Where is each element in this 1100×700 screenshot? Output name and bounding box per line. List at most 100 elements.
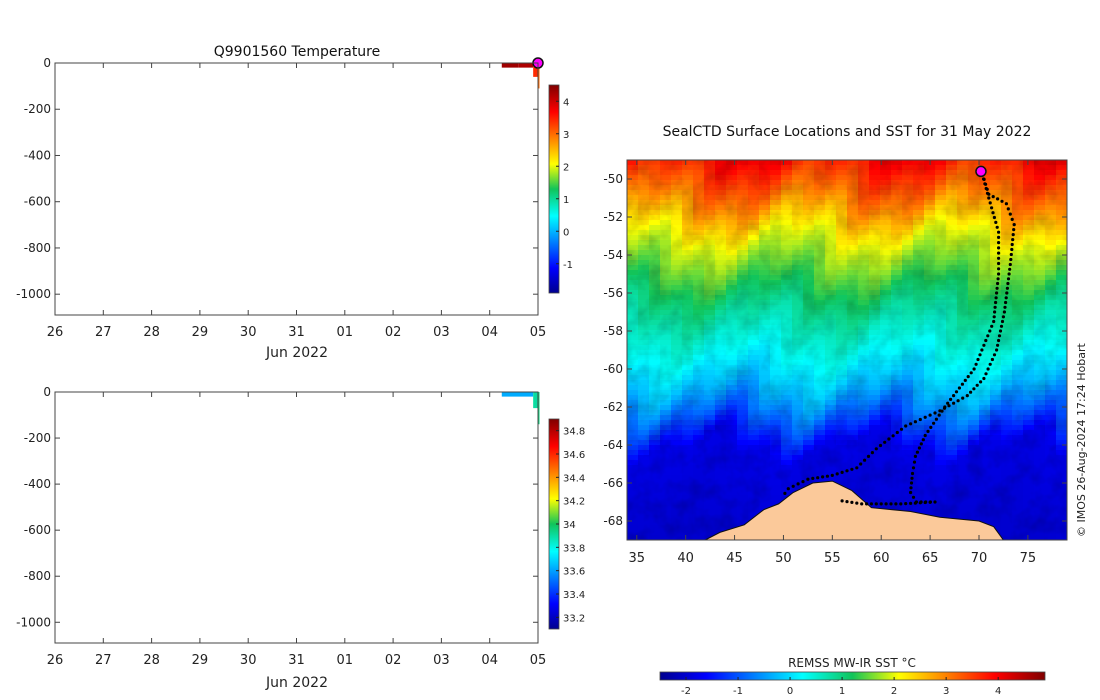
track-point bbox=[926, 429, 930, 433]
track-point bbox=[918, 417, 922, 422]
track-point bbox=[992, 319, 996, 324]
colorbar-tick-label: 33.2 bbox=[563, 613, 585, 624]
track-point bbox=[909, 481, 914, 485]
track-point bbox=[1009, 257, 1013, 262]
track-point bbox=[923, 500, 927, 505]
track-point bbox=[830, 473, 834, 477]
track-point bbox=[913, 454, 918, 458]
track-point bbox=[997, 267, 1001, 271]
temperature-plot-frame bbox=[54, 62, 539, 316]
track-point bbox=[1002, 310, 1007, 314]
track-point bbox=[899, 502, 903, 506]
colorbar-tick-label: 34.4 bbox=[563, 473, 585, 484]
track-point bbox=[937, 413, 941, 417]
track-point bbox=[994, 296, 998, 300]
track-point bbox=[995, 291, 999, 295]
track-point bbox=[811, 476, 815, 480]
track-point bbox=[987, 196, 991, 200]
track-point bbox=[910, 476, 914, 480]
colorbar-tick-label: -1 bbox=[733, 686, 743, 697]
sst-map-panel: SealCTD Surface Locations and SST for 31… bbox=[603, 124, 1088, 697]
x-tick-label: 04 bbox=[481, 653, 498, 668]
colorbar-tick-label: 33.4 bbox=[563, 590, 585, 601]
track-point bbox=[801, 480, 805, 484]
track-point bbox=[1007, 272, 1011, 276]
temperature-colorbar bbox=[548, 84, 560, 294]
track-point bbox=[990, 357, 995, 362]
track-point bbox=[998, 329, 1003, 333]
track-point bbox=[1006, 207, 1010, 211]
y-tick-label: -1000 bbox=[16, 615, 51, 629]
temperature-chart-title: Q9901560 Temperature bbox=[214, 44, 381, 60]
y-tick-label: -56 bbox=[603, 286, 623, 300]
track-point bbox=[806, 477, 810, 481]
salinity-panel: 0 -200 -400 -600 -800 -1000 26 27 28 29 30 31 01 02 0… bbox=[16, 385, 585, 691]
track-point bbox=[940, 409, 944, 413]
track-point bbox=[913, 501, 918, 505]
y-tick-label: -60 bbox=[603, 362, 623, 376]
x-tick-label: 26 bbox=[47, 325, 64, 340]
profile-cell bbox=[518, 63, 534, 68]
sst-texture bbox=[627, 160, 1067, 540]
track-point bbox=[996, 343, 1000, 347]
track-point bbox=[850, 467, 854, 471]
track-point bbox=[889, 502, 893, 506]
x-tick-label: 05 bbox=[530, 653, 547, 668]
sst-colorbar bbox=[659, 671, 1046, 681]
colorbar-tick-label: 34.8 bbox=[563, 427, 585, 438]
x-tick-label: 27 bbox=[95, 653, 112, 668]
salinity-plot-frame bbox=[54, 391, 539, 644]
track-point bbox=[840, 470, 844, 474]
track-point bbox=[999, 324, 1004, 328]
seal-tracks bbox=[783, 165, 1016, 506]
salinity-x-ticks: 26 27 28 29 30 31 01 02 03 04 05 bbox=[47, 392, 547, 668]
profile-cell bbox=[538, 63, 540, 89]
sst-map-x-ticks: 35 40 45 50 55 60 65 70 75 bbox=[629, 160, 1036, 566]
track-point bbox=[995, 348, 999, 352]
colorbar-tick-label: 0 bbox=[563, 227, 569, 238]
track-point bbox=[997, 246, 1001, 250]
track-point bbox=[860, 502, 864, 506]
track-point bbox=[980, 348, 984, 352]
y-tick-label: -400 bbox=[24, 148, 51, 162]
track-point bbox=[957, 386, 962, 390]
track-point bbox=[982, 343, 986, 347]
antarctic-land bbox=[627, 480, 1011, 540]
track-point bbox=[1010, 242, 1014, 247]
track-point bbox=[997, 230, 1001, 234]
track-point bbox=[1004, 300, 1008, 305]
track-point bbox=[929, 425, 933, 429]
x-tick-label: 05 bbox=[530, 325, 547, 340]
track-point bbox=[1011, 233, 1015, 237]
y-tick-label: -1000 bbox=[16, 287, 51, 301]
track-point bbox=[986, 334, 990, 338]
track-point bbox=[1006, 281, 1010, 286]
track-point bbox=[895, 430, 899, 435]
track-point bbox=[991, 195, 995, 199]
x-tick-label: 03 bbox=[433, 653, 450, 668]
track-point bbox=[917, 446, 922, 450]
track-point bbox=[996, 277, 1000, 281]
track-point bbox=[997, 256, 1001, 260]
track-point bbox=[997, 261, 1001, 266]
track-point bbox=[933, 500, 937, 504]
track-point bbox=[825, 474, 830, 478]
track-point bbox=[996, 197, 1000, 201]
track-point bbox=[996, 281, 1000, 286]
track-point bbox=[845, 500, 849, 504]
x-tick-label: 29 bbox=[192, 653, 209, 668]
track-point bbox=[1012, 223, 1016, 227]
track-point bbox=[791, 484, 795, 488]
track-point bbox=[997, 338, 1001, 343]
track-point bbox=[991, 211, 995, 215]
track-point bbox=[866, 454, 871, 458]
track-point bbox=[982, 376, 986, 381]
track-point bbox=[982, 177, 986, 181]
x-tick-label: 55 bbox=[824, 551, 841, 566]
track-point bbox=[954, 390, 959, 394]
track-point bbox=[1008, 212, 1012, 216]
track-point bbox=[923, 415, 927, 419]
colorbar-tick-label: 4 bbox=[995, 686, 1001, 697]
track-point bbox=[859, 462, 863, 466]
